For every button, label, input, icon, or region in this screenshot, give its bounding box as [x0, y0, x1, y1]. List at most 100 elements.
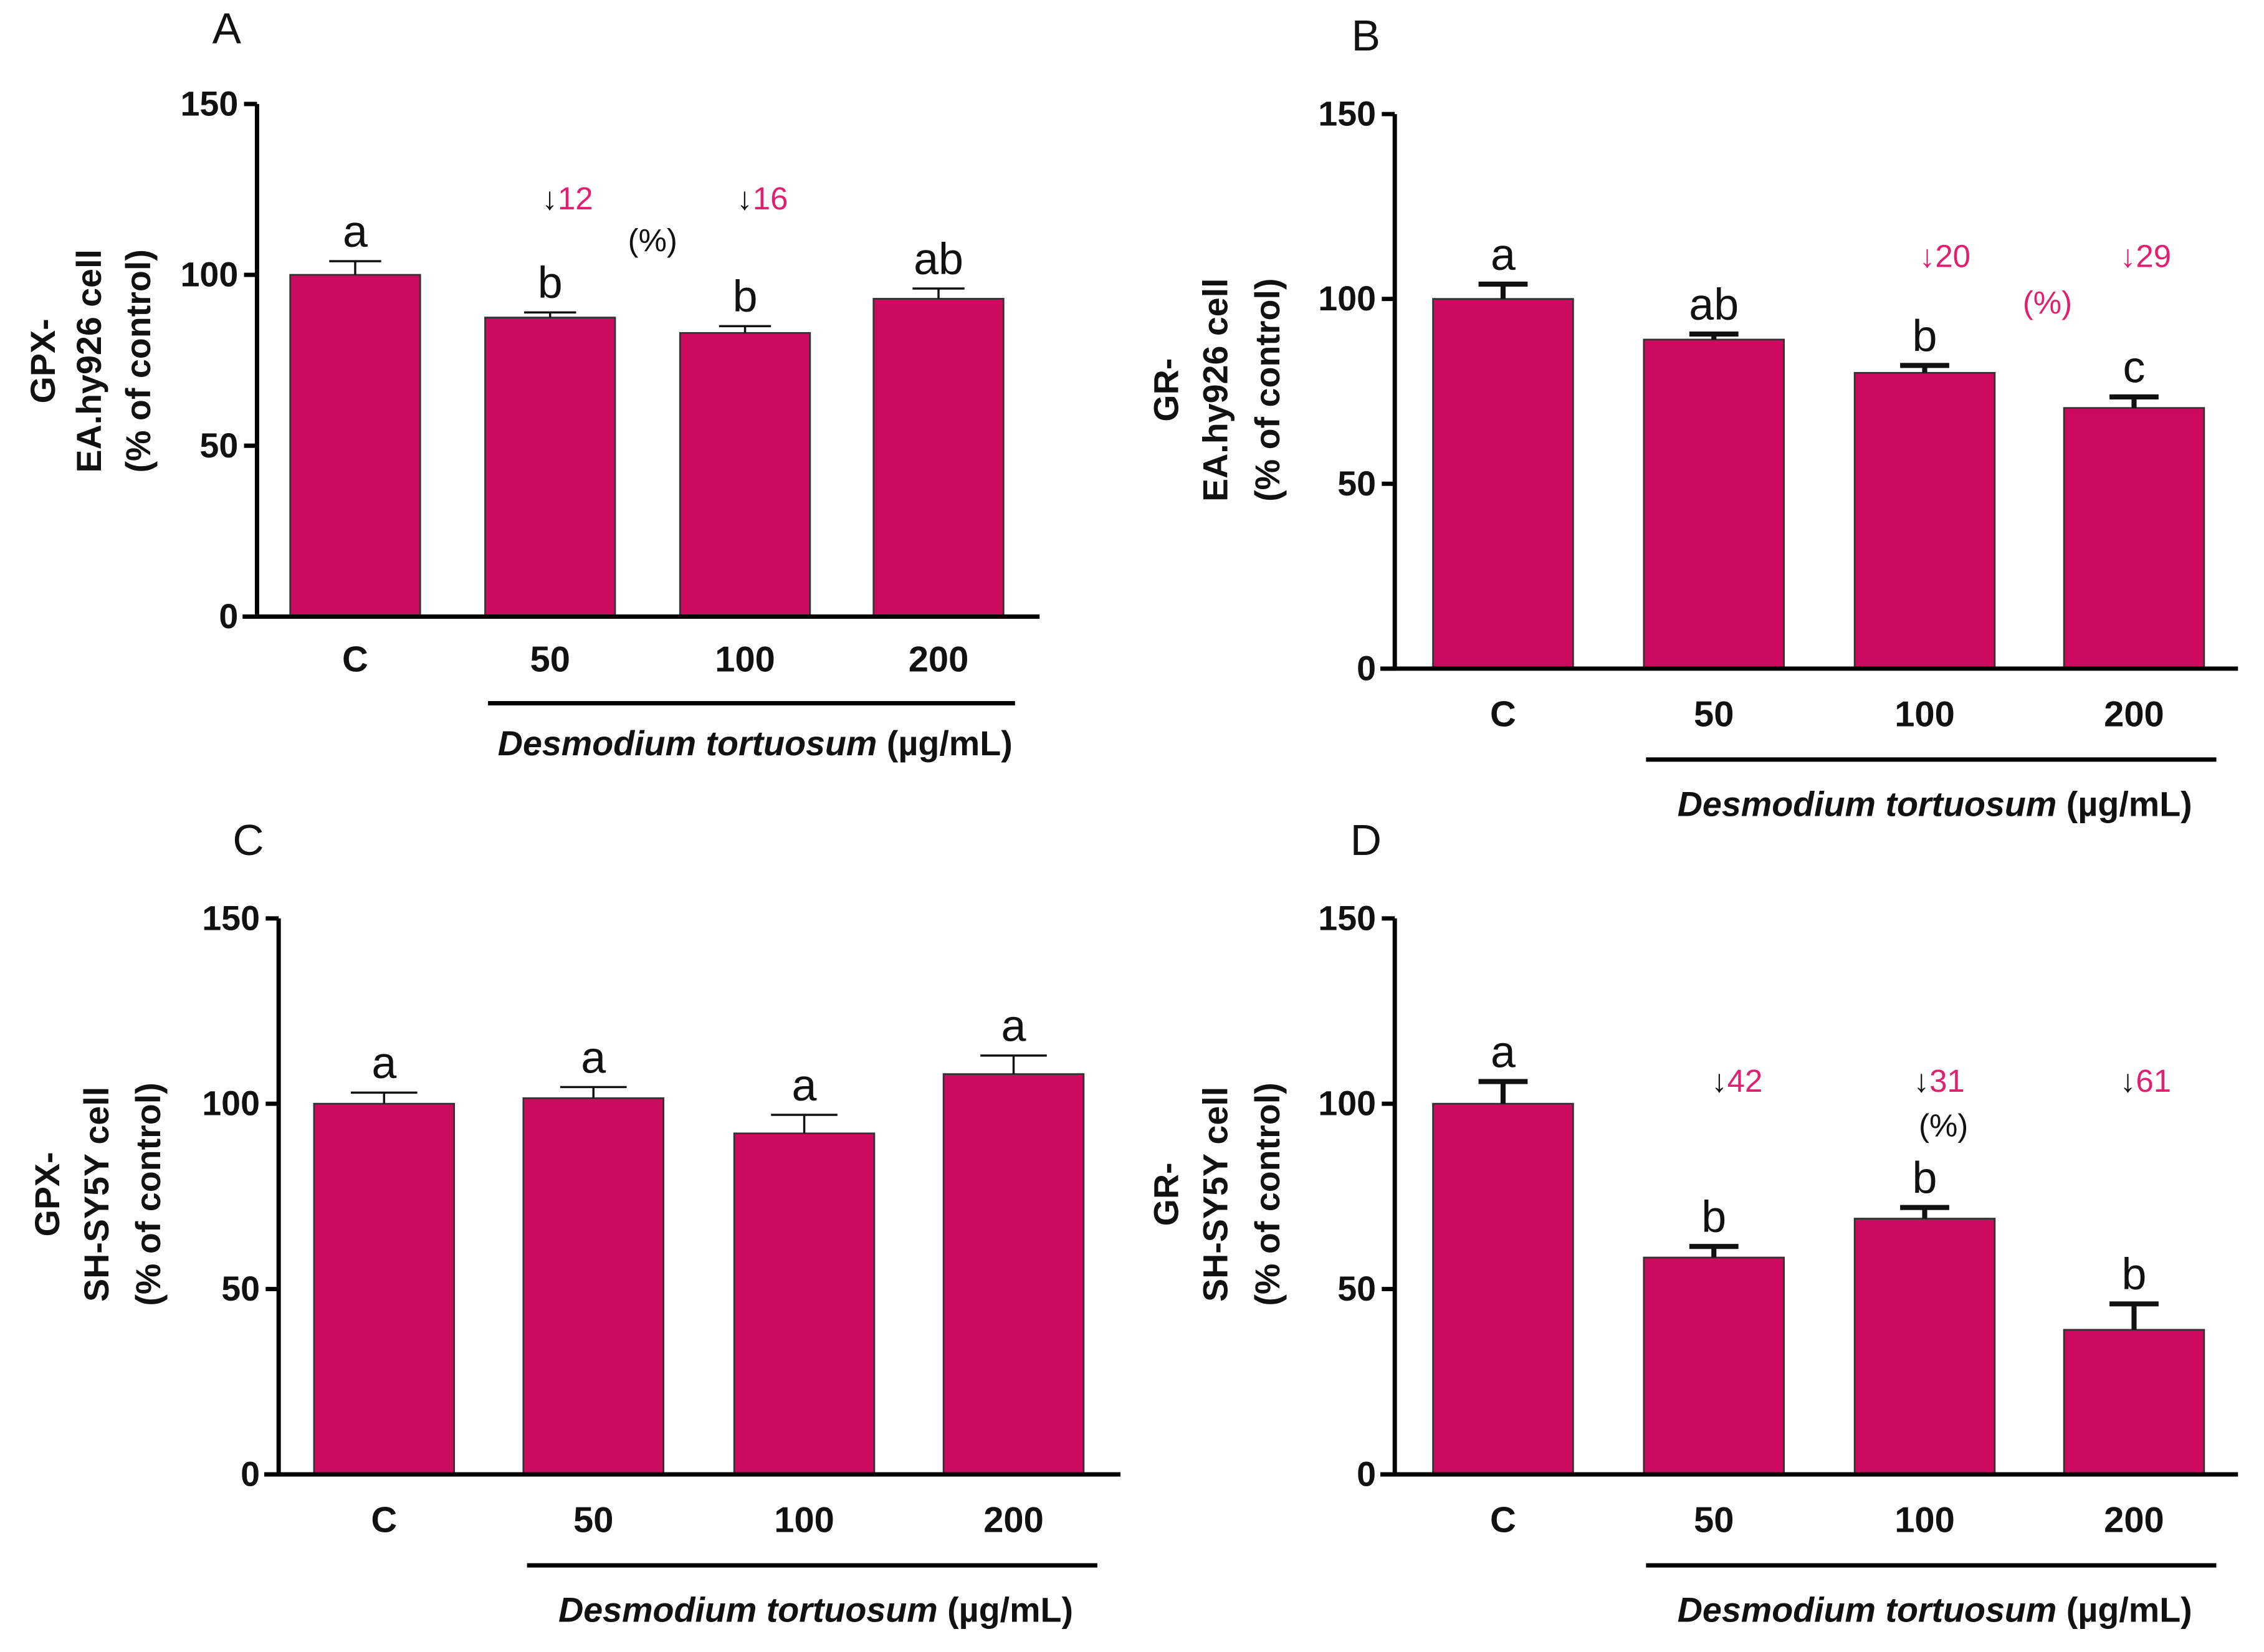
down-arrow-icon: ↓: [1914, 1063, 1929, 1099]
significance-letter: c: [2123, 343, 2146, 393]
significance-letter: b: [2121, 1249, 2146, 1299]
y-axis-label: GPX-: [28, 1152, 67, 1236]
y-axis-label: SH-SY5Y cell: [1196, 1087, 1235, 1302]
x-axis-label: Desmodium tortuosum (µg/mL): [1678, 785, 2192, 823]
reduction-label: ↓31: [1914, 1063, 1965, 1099]
x-tick-label: C: [371, 1501, 397, 1540]
significance-letter: a: [1491, 230, 1516, 280]
x-tick-label: 100: [774, 1501, 834, 1540]
down-arrow-icon: ↓: [2120, 239, 2136, 274]
bar-C: [1432, 1102, 1574, 1476]
y-axis-label: (% of control): [1248, 1082, 1287, 1306]
x-tick-label: 200: [2104, 695, 2164, 735]
y-tick-label: 100: [181, 255, 239, 294]
x-tick-label: 50: [573, 1501, 613, 1540]
y-axis-label: EA.hy926 cell: [1196, 278, 1235, 502]
y-axis-label: (% of control): [119, 249, 158, 472]
significance-letter: ab: [914, 234, 963, 284]
y-tick-label: 150: [181, 84, 239, 123]
y-tick-label: 50: [199, 426, 238, 465]
y-axis-label: GR-: [1147, 358, 1186, 422]
y-tick-label: 50: [1337, 464, 1376, 503]
x-tick-label: 200: [983, 1501, 1044, 1540]
bar-C: [313, 1102, 456, 1476]
significance-letter: b: [1913, 311, 1937, 361]
x-tick-label: 100: [1894, 1501, 1955, 1540]
y-tick-label: 150: [1318, 899, 1376, 937]
bar-C: [1432, 298, 1574, 670]
significance-letter: a: [371, 1038, 396, 1088]
significance-letter: a: [792, 1061, 817, 1110]
reduction-label: ↓16: [737, 181, 788, 216]
y-axis-label: EA.hy926 cell: [70, 249, 108, 473]
significance-letter: a: [581, 1033, 606, 1082]
reduction-label: ↓29: [2120, 239, 2171, 274]
bar-200: [942, 1073, 1085, 1476]
x-tick-label: 200: [909, 640, 969, 680]
x-tick-label: C: [1490, 1501, 1516, 1540]
y-axis-label: SH-SY5Y cell: [77, 1087, 116, 1302]
significance-letter: b: [733, 272, 758, 322]
x-tick-label: 50: [1694, 695, 1734, 735]
significance-letter: b: [538, 258, 563, 308]
panel-label: C: [232, 816, 264, 864]
down-arrow-icon: ↓: [737, 181, 752, 216]
bar-50: [522, 1097, 665, 1476]
y-tick-label: 50: [221, 1269, 260, 1308]
significance-letter: ab: [1689, 280, 1739, 330]
significance-letter: b: [1913, 1153, 1937, 1203]
x-tick-label: 200: [2104, 1501, 2164, 1540]
bar-100: [1853, 1218, 1996, 1476]
panel-label: B: [1352, 11, 1380, 60]
panel-b: Ba Cab 50 b 100 ↓20 c 200 ↓29 (%) 0 50 100 150 GR- EA.h…: [1147, 11, 2238, 823]
significance-letter: a: [1491, 1027, 1516, 1077]
y-tick-label: 0: [1357, 649, 1376, 687]
bar-100: [1853, 371, 1996, 670]
reduction-unit: (%): [2023, 285, 2072, 320]
y-tick-label: 150: [202, 899, 260, 937]
reduction-unit: (%): [628, 222, 677, 258]
y-tick-label: 0: [1357, 1455, 1376, 1494]
down-arrow-icon: ↓: [542, 181, 557, 216]
reduction-unit: (%): [1919, 1108, 1968, 1144]
y-tick-label: 150: [1318, 95, 1376, 133]
bar-50: [484, 317, 616, 618]
panel-c: Ca Ca 50 a 100 a 200 0 50 100 150 GPX- SH-SY5Y cell (…: [28, 816, 1120, 1629]
reduction-label: ↓42: [1711, 1063, 1762, 1099]
x-tick-label: 50: [530, 640, 570, 680]
y-axis-label: (% of control): [1248, 279, 1287, 502]
x-tick-label: C: [1490, 695, 1516, 735]
x-axis-label: Desmodium tortuosum (µg/mL): [1678, 1590, 2192, 1629]
panel-a: Aa Cb 50 ↓12 b 100 ↓16 ab 200 (%) 0 50 100 150 GPX- EA.…: [24, 4, 1040, 763]
y-tick-label: 100: [1318, 279, 1376, 318]
y-tick-label: 0: [219, 597, 238, 636]
significance-letter: b: [1701, 1192, 1726, 1242]
significance-letter: a: [343, 207, 368, 257]
y-axis-label: GR-: [1147, 1162, 1186, 1226]
x-axis-label: Desmodium tortuosum (µg/mL): [498, 724, 1013, 763]
reduction-label: ↓12: [542, 181, 593, 216]
bar-200: [2063, 1329, 2205, 1476]
y-tick-label: 0: [241, 1455, 260, 1494]
y-tick-label: 50: [1337, 1269, 1376, 1308]
down-arrow-icon: ↓: [2120, 1063, 2136, 1099]
y-tick-label: 100: [1318, 1084, 1376, 1123]
reduction-label: ↓61: [2120, 1063, 2171, 1099]
bar-200: [2063, 407, 2205, 670]
bar-100: [679, 332, 811, 618]
x-tick-label: 100: [1894, 695, 1955, 735]
panel-label: A: [213, 4, 242, 53]
bar-200: [872, 298, 1005, 618]
down-arrow-icon: ↓: [1711, 1063, 1727, 1099]
x-axis-label: Desmodium tortuosum (µg/mL): [558, 1590, 1073, 1629]
significance-letter: a: [1001, 1001, 1026, 1051]
y-tick-label: 100: [202, 1084, 260, 1123]
y-axis-label: GPX-: [24, 318, 62, 403]
y-axis-label: (% of control): [129, 1082, 168, 1306]
bar-C: [289, 274, 421, 618]
x-tick-label: C: [342, 640, 368, 680]
x-tick-label: 50: [1694, 1501, 1734, 1540]
bar-100: [733, 1132, 876, 1476]
down-arrow-icon: ↓: [1919, 239, 1935, 274]
